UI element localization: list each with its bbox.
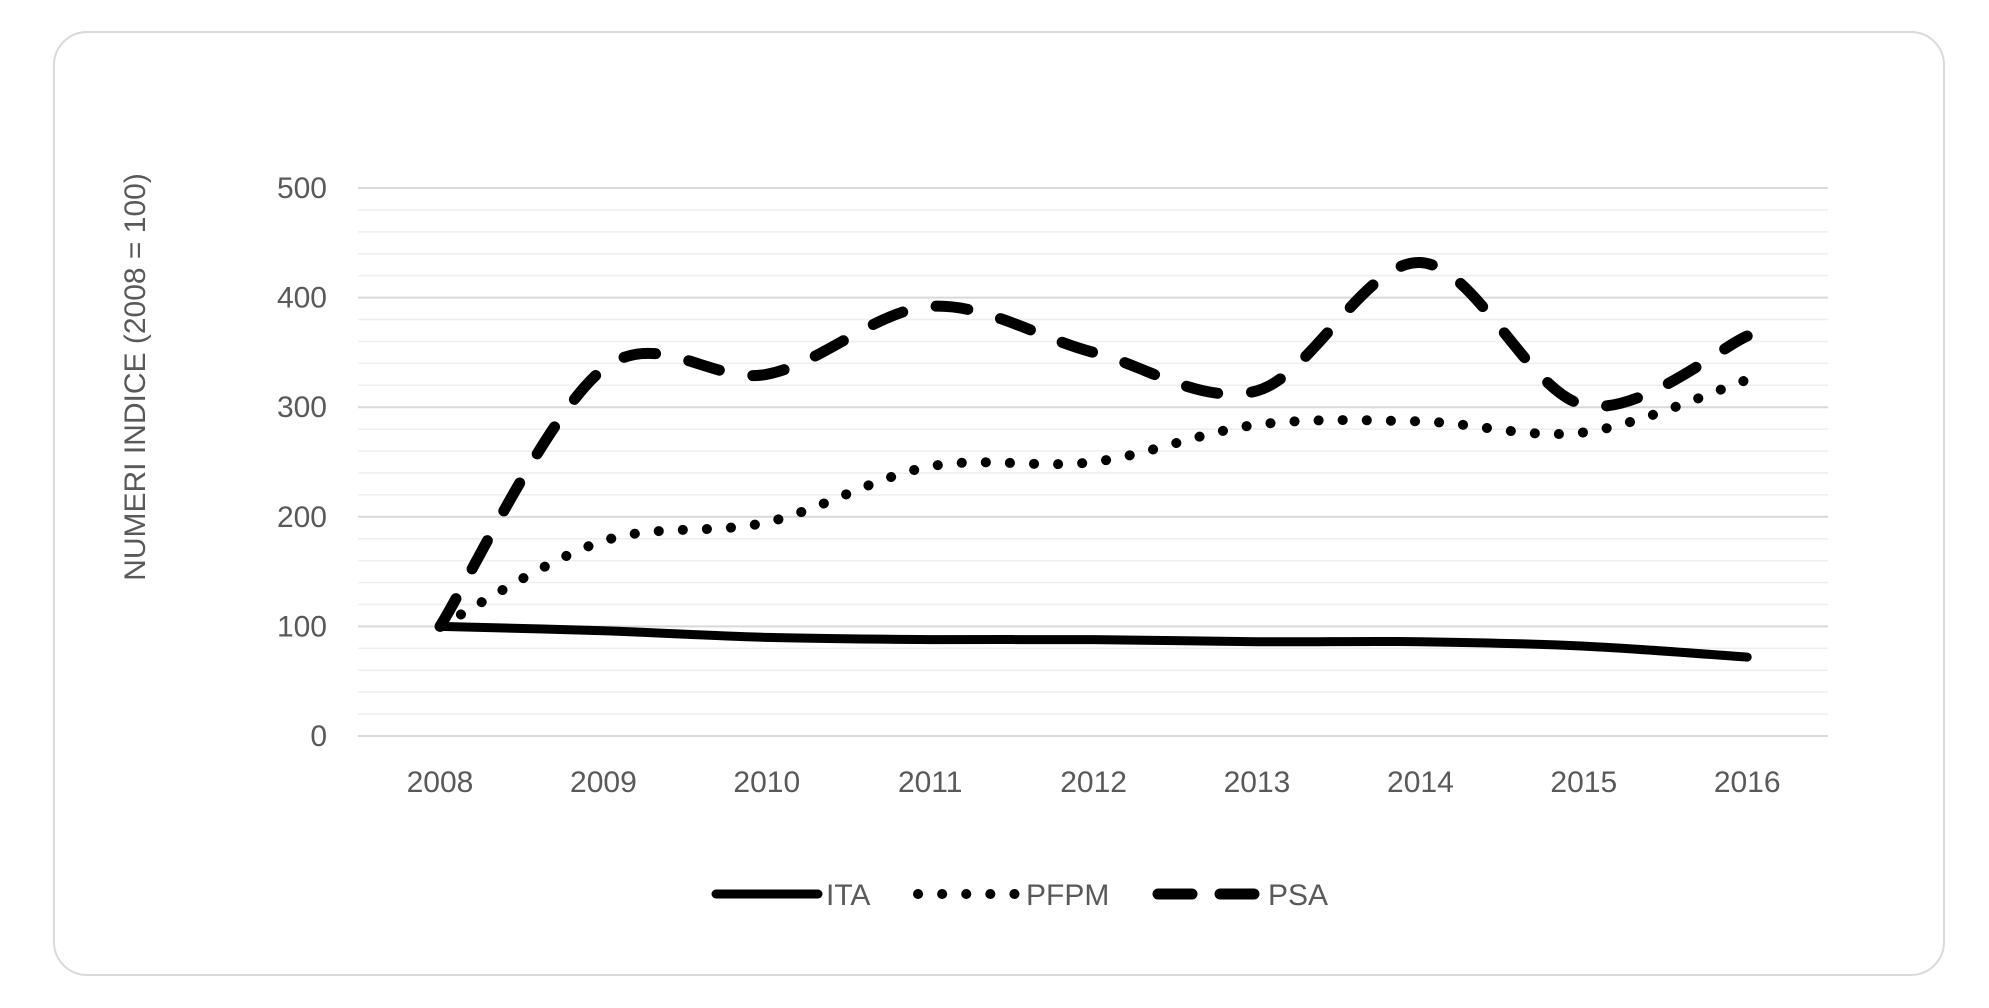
legend-label: ITA — [826, 879, 870, 912]
y-axis-ticks: 0 100 200 300 400 500 — [277, 172, 327, 753]
legend-item-psa: PSA — [1152, 879, 1328, 912]
gridlines — [358, 187, 1828, 737]
series-line-psa — [434, 256, 1753, 632]
legend-item-ita: ITA — [711, 879, 870, 912]
x-tick-label: 2011 — [898, 766, 963, 799]
series-line-ita — [435, 621, 1752, 662]
legend-label: PSA — [1268, 879, 1328, 912]
y-axis-title: NUMERI INDICE (2008 = 100) — [119, 173, 152, 581]
x-tick-label: 2010 — [733, 766, 800, 799]
series-lines — [434, 256, 1753, 662]
y-tick-label: 0 — [310, 720, 327, 753]
legend-label: PFPM — [1026, 879, 1109, 912]
y-tick-label: 500 — [277, 172, 327, 205]
legend: ITA PFPM PSA — [711, 879, 1328, 912]
x-tick-label: 2014 — [1387, 766, 1454, 799]
y-tick-label: 100 — [277, 610, 327, 643]
y-tick-label: 200 — [277, 501, 327, 534]
legend-item-pfpm: PFPM — [913, 879, 1109, 912]
x-tick-label: 2008 — [407, 766, 474, 799]
x-axis-ticks: 2008 2009 2010 2011 2012 2013 2014 2015 2016 — [407, 766, 1781, 799]
series-line-pfpm — [435, 374, 1753, 632]
y-tick-label: 400 — [277, 282, 327, 315]
x-tick-label: 2013 — [1224, 766, 1291, 799]
x-tick-label: 2009 — [570, 766, 637, 799]
y-tick-label: 300 — [277, 391, 327, 424]
x-tick-label: 2016 — [1714, 766, 1781, 799]
x-tick-label: 2012 — [1060, 766, 1127, 799]
x-tick-label: 2015 — [1550, 766, 1617, 799]
